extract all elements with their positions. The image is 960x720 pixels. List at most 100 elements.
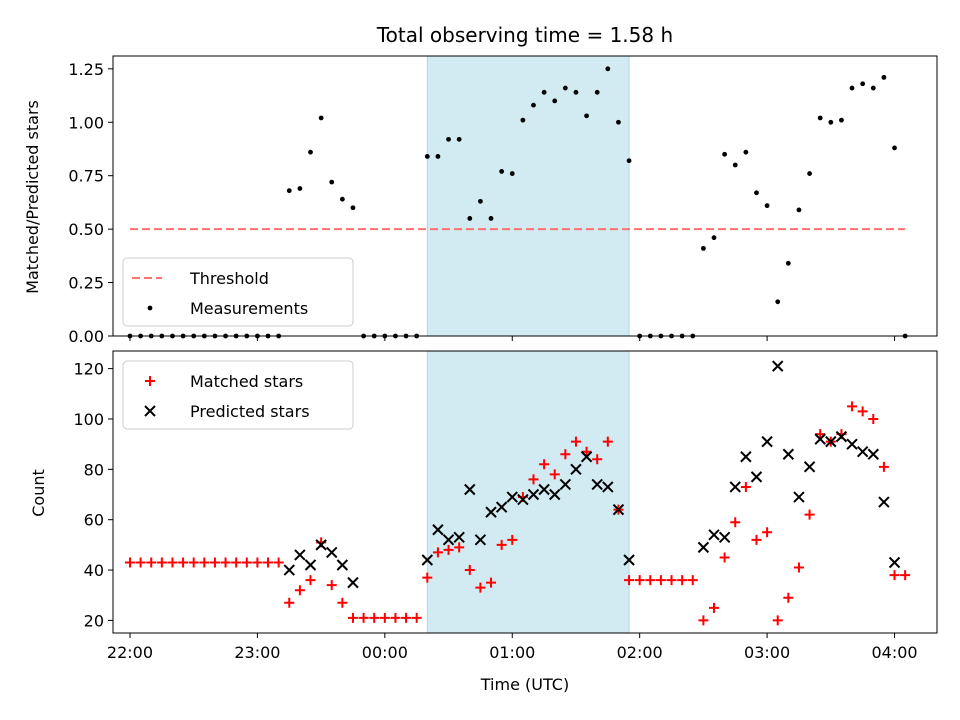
data-point (900, 570, 911, 581)
data-point (199, 557, 210, 568)
legend: Matched stars Predicted stars (122, 360, 354, 430)
data-point (708, 529, 720, 541)
data-point (846, 438, 858, 450)
data-point (624, 575, 635, 586)
data-point (732, 162, 738, 168)
data-point (856, 446, 869, 458)
data-point (135, 557, 146, 568)
data-point (485, 506, 497, 518)
data-point (329, 179, 335, 185)
data-point (467, 216, 473, 221)
data-point (432, 524, 444, 536)
data-point (772, 615, 783, 626)
data-point (509, 171, 515, 176)
data-point (252, 557, 263, 568)
data-point (188, 557, 199, 568)
data-point (442, 534, 455, 546)
data-point (764, 203, 770, 209)
y-tick-label: 1.00 (68, 113, 104, 132)
data-point (878, 496, 890, 508)
data-point (308, 149, 313, 155)
data-point (655, 575, 666, 586)
data-point (390, 612, 401, 623)
legend-marker (144, 405, 156, 417)
data-point (284, 597, 295, 608)
data-point (722, 151, 728, 157)
data-point (793, 491, 805, 503)
data-point (456, 136, 462, 142)
data-point (700, 245, 706, 251)
data-point (562, 85, 568, 91)
data-point (464, 483, 476, 496)
x-tick-label: 00:00 (362, 643, 408, 662)
data-point (584, 113, 589, 119)
data-point (507, 534, 518, 545)
data-point (495, 501, 508, 513)
data-point (751, 534, 762, 545)
data-point (347, 612, 358, 623)
data-point (432, 547, 443, 558)
y-tick-label: 0.50 (68, 220, 104, 239)
ratio-panel: 0.00 0.25 0.50 0.75 1.00 1.25 Threshold Measure… (68, 55, 938, 346)
data-point (570, 436, 581, 447)
plot-frame (112, 350, 938, 634)
data-point (719, 552, 730, 563)
data-point (743, 149, 749, 155)
data-point (531, 102, 536, 108)
data-point (881, 74, 887, 80)
data-point (552, 98, 558, 104)
data-point (549, 488, 561, 501)
data-point (602, 481, 614, 493)
data-point (446, 136, 451, 142)
data-point (220, 557, 231, 568)
data-point (453, 531, 465, 544)
data-point (580, 451, 593, 463)
data-point (754, 190, 759, 196)
data-point (839, 117, 844, 123)
data-point (570, 463, 582, 476)
data-point (888, 556, 901, 569)
legend-entry: Matched stars (190, 372, 303, 391)
data-point (520, 117, 526, 123)
legend-marker (147, 305, 153, 311)
data-point (892, 145, 897, 151)
x-tick-label: 23:00 (234, 643, 280, 662)
plot-frame (112, 55, 938, 337)
data-point (286, 188, 292, 194)
data-point (178, 557, 189, 568)
y-tick-label: 40 (84, 561, 104, 580)
data-point (478, 198, 483, 204)
data-point (730, 517, 741, 528)
data-point (750, 471, 763, 483)
data-point (167, 557, 178, 568)
data-point (559, 478, 572, 491)
data-point (687, 575, 698, 586)
data-point (709, 602, 720, 613)
series-matched-stars (124, 401, 911, 626)
data-point (474, 534, 487, 546)
data-point (379, 612, 390, 623)
y-tick-label: 80 (84, 460, 104, 479)
series-predicted-stars (283, 360, 901, 589)
data-point (358, 612, 369, 623)
data-point (857, 406, 868, 417)
shaded-interval (426, 55, 630, 337)
legend: Threshold Measurements (122, 257, 354, 327)
data-point (422, 572, 433, 583)
data-point (605, 66, 611, 72)
x-tick-label: 04:00 (871, 643, 917, 662)
data-point (464, 565, 475, 576)
data-point (612, 503, 625, 516)
data-point (645, 575, 656, 586)
data-point (803, 461, 816, 473)
y-tick-label: 120 (73, 360, 104, 379)
data-point (804, 509, 815, 520)
x-tick-label: 03:00 (744, 643, 790, 662)
data-point (634, 575, 645, 586)
data-point (294, 585, 305, 596)
data-point (592, 454, 603, 465)
data-point (305, 575, 316, 586)
data-point (847, 401, 858, 412)
data-point (326, 546, 338, 559)
data-point (878, 461, 889, 472)
